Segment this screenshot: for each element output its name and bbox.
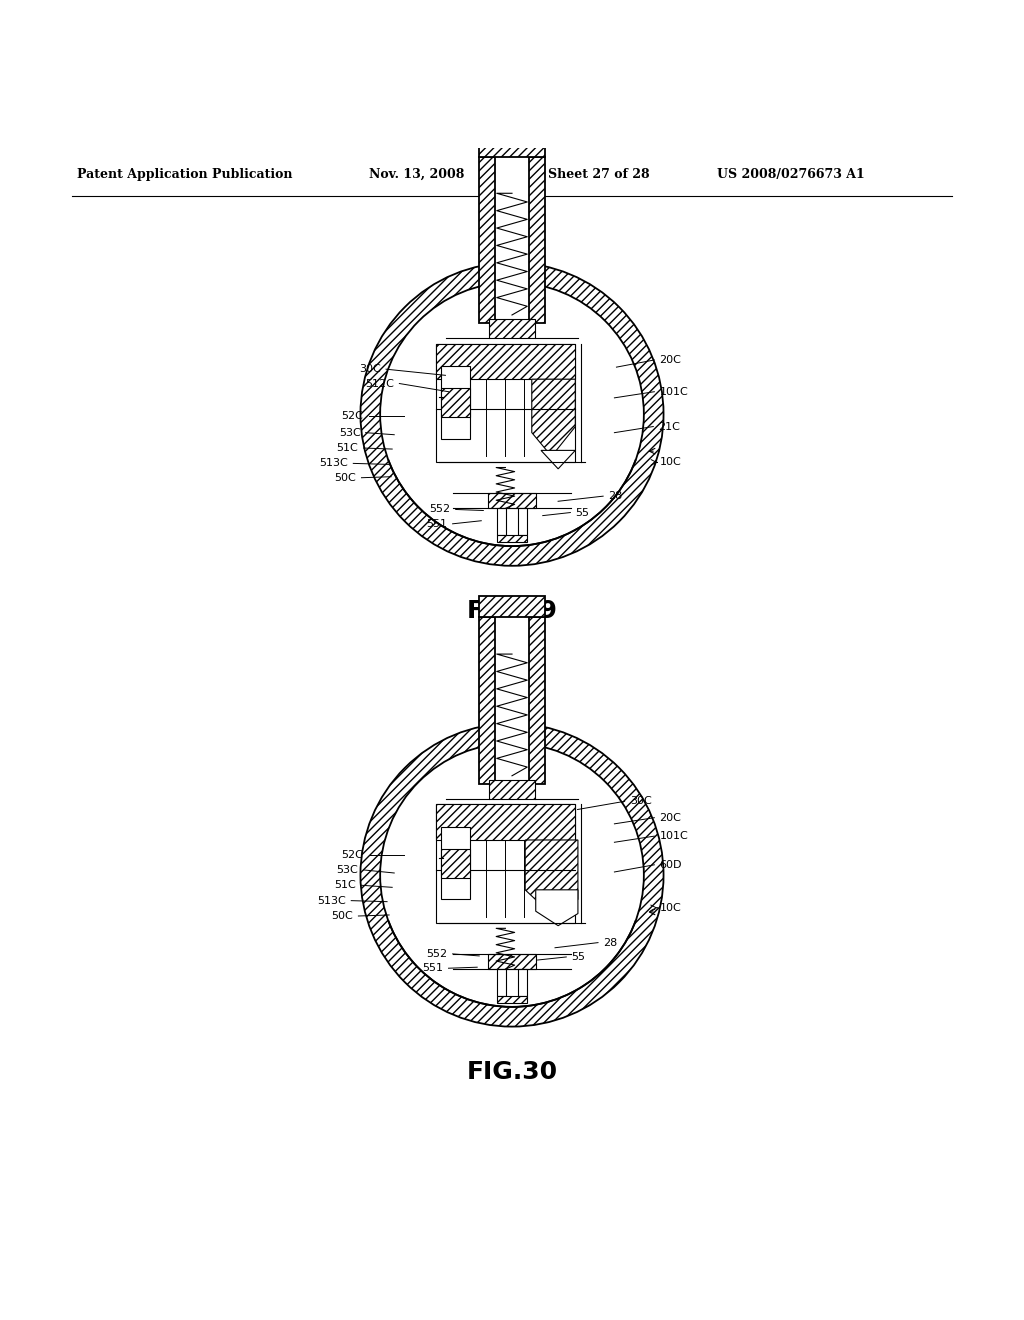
Bar (497, 997, 527, 1003)
Text: 10C: 10C (659, 457, 681, 467)
Text: 552: 552 (429, 504, 451, 515)
Bar (479, 595, 545, 618)
Text: 20C: 20C (659, 813, 681, 822)
Text: FIG.30: FIG.30 (467, 1060, 557, 1084)
Bar (436, 343, 574, 379)
Bar (529, 157, 545, 323)
Text: 50C: 50C (332, 911, 353, 921)
Bar (436, 804, 574, 840)
Text: 551: 551 (422, 964, 443, 973)
Text: 512C: 512C (366, 379, 394, 388)
Text: 60D: 60D (659, 859, 682, 870)
Bar (487, 954, 537, 969)
Text: 28: 28 (608, 491, 623, 502)
Bar (529, 618, 545, 784)
Text: 10C: 10C (659, 903, 681, 913)
Bar (487, 494, 537, 508)
Text: 513C: 513C (319, 458, 348, 469)
Text: 52C: 52C (342, 850, 364, 859)
Circle shape (360, 723, 664, 1027)
Circle shape (380, 743, 644, 1007)
Text: 55: 55 (575, 508, 590, 517)
Polygon shape (541, 450, 575, 469)
Bar (495, 618, 529, 784)
Bar (497, 536, 527, 543)
Bar (446, 494, 578, 527)
Text: 30C: 30C (630, 796, 651, 807)
Bar (488, 780, 536, 800)
Text: 53C: 53C (337, 865, 358, 875)
Polygon shape (536, 890, 578, 925)
Text: 21C: 21C (658, 421, 680, 432)
Polygon shape (531, 379, 575, 457)
Polygon shape (525, 840, 578, 917)
Text: 101C: 101C (659, 832, 688, 841)
Text: 20C: 20C (659, 355, 681, 364)
Text: 55: 55 (571, 952, 586, 962)
Bar (497, 969, 506, 997)
Bar (495, 157, 529, 323)
Bar (446, 954, 578, 987)
Text: 513C: 513C (317, 896, 346, 906)
Text: 50C: 50C (335, 473, 356, 483)
Text: 28: 28 (603, 937, 617, 948)
Bar (488, 318, 536, 338)
Bar (440, 826, 470, 899)
Bar (518, 508, 527, 536)
Text: US 2008/0276673 A1: US 2008/0276673 A1 (717, 168, 864, 181)
Bar (436, 804, 574, 923)
Bar (497, 508, 506, 536)
Text: 51C: 51C (335, 880, 356, 890)
Text: 552: 552 (426, 949, 447, 958)
Text: Nov. 13, 2008: Nov. 13, 2008 (369, 168, 464, 181)
Circle shape (380, 282, 644, 546)
Bar (440, 388, 470, 417)
Text: 53C: 53C (339, 428, 360, 438)
Text: Sheet 27 of 28: Sheet 27 of 28 (548, 168, 649, 181)
Bar (436, 343, 574, 462)
Bar (479, 618, 495, 784)
Circle shape (360, 263, 664, 566)
Text: 52C: 52C (342, 412, 364, 421)
Bar (440, 849, 470, 878)
Text: 51C: 51C (337, 444, 358, 453)
Text: Patent Application Publication: Patent Application Publication (77, 168, 292, 181)
Text: FIG.29: FIG.29 (467, 599, 557, 623)
Text: 30C: 30C (359, 364, 381, 374)
Bar (479, 157, 495, 323)
Text: 551: 551 (426, 519, 447, 529)
Text: 101C: 101C (659, 387, 688, 397)
Bar (518, 969, 527, 997)
Bar (479, 135, 545, 157)
Bar (440, 366, 470, 438)
